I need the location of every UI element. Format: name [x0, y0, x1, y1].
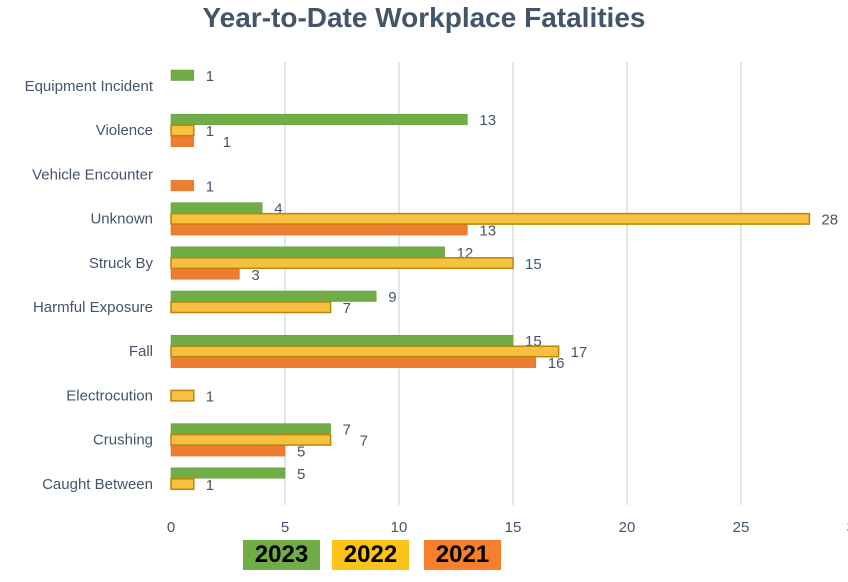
- category-label: Vehicle Encounter: [32, 166, 153, 183]
- legend-2023: 2023: [243, 540, 320, 570]
- category-label: Fall: [129, 343, 153, 360]
- category-label: Unknown: [90, 211, 153, 228]
- bar-2023: [170, 423, 331, 435]
- category-label: Struck By: [89, 255, 154, 272]
- bar-2022: [170, 257, 514, 270]
- data-label: 5: [297, 444, 305, 461]
- x-tick-label: 20: [619, 519, 636, 536]
- data-label: 17: [571, 344, 588, 361]
- x-tick-label: 0: [167, 519, 175, 536]
- bar-2022: [170, 124, 195, 137]
- data-label: 1: [206, 68, 214, 85]
- bar-2023: [170, 113, 468, 125]
- legend-2021: 2021: [424, 540, 501, 570]
- bar-2021: [170, 268, 240, 280]
- data-label: 13: [479, 112, 496, 129]
- category-label: Caught Between: [42, 476, 153, 493]
- data-label: 1: [223, 134, 231, 151]
- legend-2022: 2022: [332, 540, 409, 570]
- bar-2021: [170, 135, 195, 147]
- data-label: 7: [360, 433, 368, 450]
- category-label: Harmful Exposure: [33, 299, 153, 316]
- bar-2021: [170, 356, 537, 368]
- bar-2023: [170, 69, 195, 81]
- data-label: 3: [251, 267, 259, 284]
- data-label: 15: [525, 256, 542, 273]
- data-label: 13: [479, 223, 496, 240]
- category-label: Crushing: [93, 432, 153, 449]
- category-label: Violence: [96, 122, 153, 139]
- data-label: 7: [343, 422, 351, 439]
- category-label: Equipment Incident: [25, 78, 154, 95]
- data-label: 9: [388, 289, 396, 306]
- x-tick-label: 15: [505, 519, 522, 536]
- bar-2021: [170, 445, 286, 457]
- chart-title: Year-to-Date Workplace Fatalities: [202, 2, 646, 33]
- bar-2022: [170, 433, 332, 446]
- x-tick-label: 25: [733, 519, 750, 536]
- bar-2022: [170, 345, 560, 358]
- bar-2023: [170, 334, 514, 346]
- bar-2022: [170, 212, 811, 225]
- bar-2022: [170, 301, 332, 314]
- data-label: 16: [548, 355, 565, 372]
- bar-2023: [170, 467, 286, 479]
- data-label: 1: [206, 123, 214, 140]
- bar-2023: [170, 202, 263, 214]
- category-label: Electrocution: [66, 387, 153, 404]
- data-label: 5: [297, 466, 305, 483]
- data-label: 28: [821, 212, 838, 229]
- data-label: 4: [274, 201, 282, 218]
- bar-2022: [170, 478, 195, 491]
- bar-2021: [170, 180, 195, 192]
- x-tick-label: 10: [391, 519, 408, 536]
- x-tick-label: 5: [281, 519, 289, 536]
- bar-2021: [170, 224, 468, 236]
- bar-2022: [170, 389, 195, 402]
- bar-2023: [170, 246, 445, 258]
- data-label: 1: [206, 388, 214, 405]
- data-label: 1: [206, 477, 214, 494]
- data-label: 7: [343, 300, 351, 317]
- x-tick-label: 30: [847, 519, 848, 536]
- data-label: 1: [206, 178, 214, 195]
